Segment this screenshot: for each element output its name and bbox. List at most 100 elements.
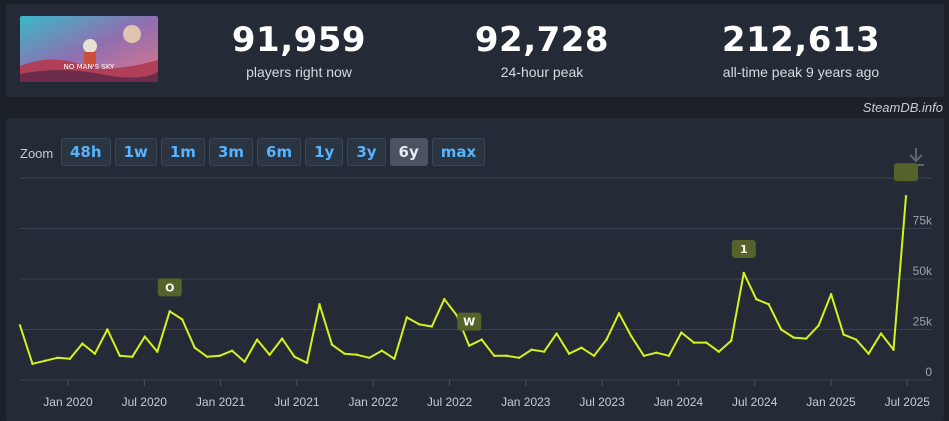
annotation-marker[interactable]: W	[457, 312, 482, 331]
data-point	[318, 303, 321, 306]
data-point	[343, 352, 346, 355]
peak-24h-stat: 92,728 24-hour peak	[452, 20, 632, 80]
annotation-label: O	[165, 281, 174, 294]
zoom-button-1m[interactable]: 1m	[160, 138, 205, 166]
annotation-badge[interactable]	[157, 278, 182, 297]
data-point	[330, 343, 334, 346]
data-point	[405, 316, 409, 319]
stats-panel: NO MAN'S SKY 91,959 players right now 92…	[6, 4, 944, 97]
data-point	[480, 338, 483, 341]
data-point	[93, 352, 97, 355]
series-line	[19, 196, 907, 365]
x-tick-label: Jul 2023	[579, 395, 625, 409]
annotation-badge[interactable]	[731, 239, 756, 258]
x-tick-label: Jul 2021	[274, 395, 320, 409]
zoom-button-1y[interactable]: 1y	[305, 138, 344, 166]
y-tick-label: 50k	[913, 264, 933, 278]
zoom-button-6m[interactable]: 6m	[257, 138, 302, 166]
data-point	[767, 303, 770, 306]
data-point	[817, 324, 820, 327]
data-point	[106, 328, 109, 331]
zoom-button-3y[interactable]: 3y	[347, 138, 386, 166]
data-point	[380, 349, 384, 352]
data-point	[642, 354, 646, 357]
data-point	[168, 310, 171, 313]
annotation-marker[interactable]: 1	[731, 239, 756, 258]
data-point	[542, 350, 546, 353]
all-time-peak-value: 212,613	[721, 20, 881, 60]
zoom-button-max[interactable]: max	[431, 138, 486, 166]
x-tick-label: Jan 2023	[501, 395, 551, 409]
data-point	[430, 325, 434, 328]
line-chart[interactable]: 0 25k 50k 75k Jan 2020 Jul 2020 Jan 2021 Jul 20…	[6, 118, 944, 421]
player-chart: Zoom 48h 1w 1m 3m 6m 1y 3y 6y max 0 25k 50k 75k Jan …	[6, 118, 944, 421]
players-now-label: players right now	[246, 64, 352, 80]
zoom-label: Zoom	[20, 146, 54, 161]
data-point	[804, 337, 808, 340]
data-point	[867, 352, 870, 355]
data-point	[131, 355, 134, 358]
annotation-badge[interactable]	[457, 312, 482, 331]
zoom-button-1w[interactable]: 1w	[114, 138, 157, 166]
annotation-badge[interactable]	[894, 163, 918, 182]
data-point	[530, 348, 533, 351]
x-tick-label: Jul 2025	[885, 395, 931, 409]
game-cover-image[interactable]: NO MAN'S SKY	[20, 16, 158, 82]
data-point	[904, 194, 908, 198]
cover-title: NO MAN'S SKY	[64, 63, 115, 71]
data-point	[255, 338, 259, 341]
x-tick-label: Jul 2022	[427, 395, 473, 409]
data-point	[418, 323, 421, 326]
players-now-value: 91,959	[231, 20, 367, 60]
data-point	[393, 357, 396, 360]
data-point	[692, 341, 696, 344]
data-point	[243, 360, 246, 364]
data-point	[505, 354, 508, 357]
data-point	[717, 350, 721, 353]
data-point	[305, 361, 309, 365]
data-point	[443, 298, 446, 301]
x-tick-label: Jan 2025	[806, 395, 856, 409]
data-point	[31, 362, 34, 366]
zoom-button-6y[interactable]: 6y	[389, 138, 428, 166]
data-point	[68, 357, 72, 360]
x-tick-label: Jul 2020	[122, 395, 168, 409]
data-point	[755, 298, 758, 301]
data-point	[567, 352, 571, 355]
data-point	[118, 354, 122, 357]
data-point	[879, 332, 883, 335]
annotation-marker[interactable]	[894, 163, 918, 182]
zoom-button-3m[interactable]: 3m	[208, 138, 254, 166]
data-point	[193, 346, 196, 349]
data-point	[156, 350, 159, 353]
data-point	[280, 337, 284, 340]
all-time-peak-label: all-time peak 9 years ago	[722, 64, 880, 80]
data-point	[667, 354, 671, 357]
data-point	[43, 359, 47, 363]
data-point	[854, 338, 858, 341]
data-point	[655, 351, 658, 354]
y-tick-label: 0	[925, 365, 932, 379]
data-point	[181, 318, 184, 321]
annotation-label: W	[463, 316, 475, 329]
data-point	[368, 356, 371, 359]
data-point	[293, 355, 296, 358]
zoom-button-48h[interactable]: 48h	[61, 138, 111, 166]
all-time-peak-stat: 212,613 all-time peak 9 years ago	[691, 20, 911, 80]
x-tick-label: Jan 2022	[349, 395, 399, 409]
data-point	[617, 312, 621, 315]
data-point	[605, 338, 608, 341]
annotation-marker[interactable]: O	[157, 278, 182, 297]
data-point	[742, 271, 745, 275]
data-point	[555, 332, 558, 335]
data-point	[218, 354, 221, 357]
data-point	[143, 335, 146, 338]
data-point	[580, 346, 583, 349]
data-point	[56, 356, 59, 359]
data-point	[492, 354, 496, 357]
brand-link[interactable]: SteamDB.info	[862, 100, 943, 115]
data-point	[842, 333, 845, 336]
data-point	[592, 354, 596, 357]
data-point	[705, 341, 708, 344]
annotation-label: 1	[740, 243, 748, 256]
